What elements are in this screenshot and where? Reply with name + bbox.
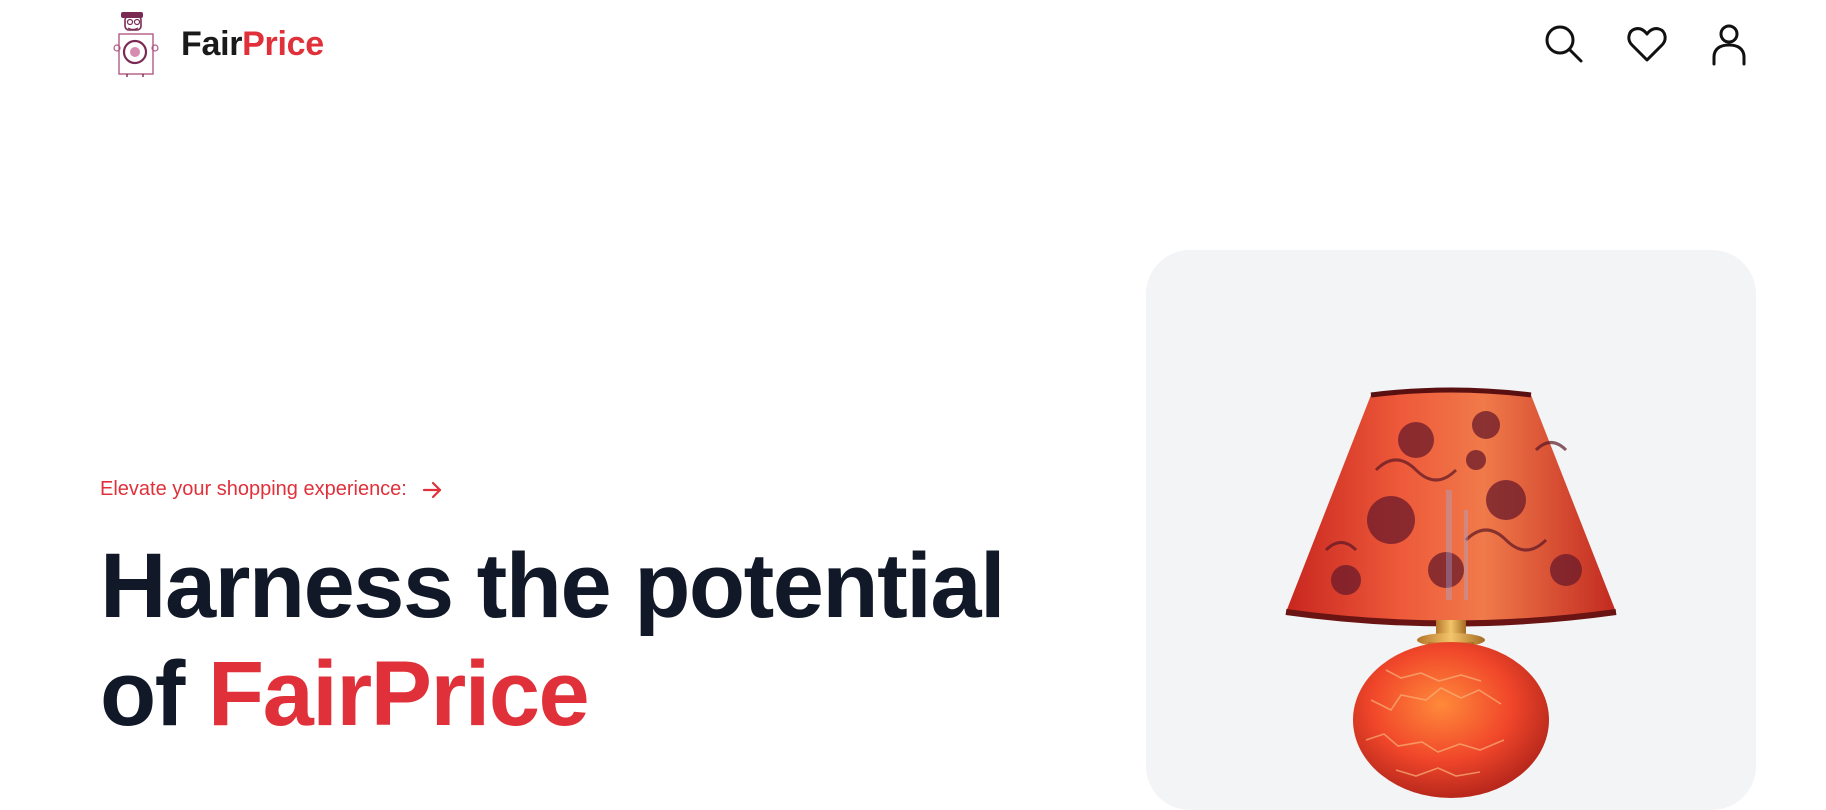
brand-name: FairPrice — [181, 25, 324, 64]
eyebrow-text: Elevate your shopping experience: — [100, 478, 407, 500]
brand-name-part2: Price — [242, 24, 324, 63]
table-lamp-image — [1285, 387, 1617, 798]
brand-mascot-icon — [113, 12, 159, 77]
eyebrow-link[interactable]: Elevate your shopping experience: — [100, 478, 443, 501]
heart-icon — [1627, 27, 1667, 62]
brand-name-part1: Fair — [181, 24, 243, 63]
headline-prefix: of — [100, 643, 185, 745]
account-button[interactable] — [1705, 20, 1753, 68]
arrow-right-icon — [422, 481, 441, 498]
search-icon — [1545, 25, 1583, 63]
site-header: FairPrice — [0, 0, 1826, 90]
wishlist-button[interactable] — [1623, 20, 1671, 68]
brand-logo-link[interactable]: FairPrice — [113, 10, 324, 78]
headline-accent: FairPrice — [207, 643, 590, 745]
search-button[interactable] — [1540, 20, 1588, 68]
hero-headline: Harness the potential of FairPrice — [100, 532, 1060, 748]
product-image-card — [1146, 250, 1756, 810]
headline-line1: Harness the potential — [100, 535, 1006, 637]
user-icon — [1712, 24, 1746, 66]
